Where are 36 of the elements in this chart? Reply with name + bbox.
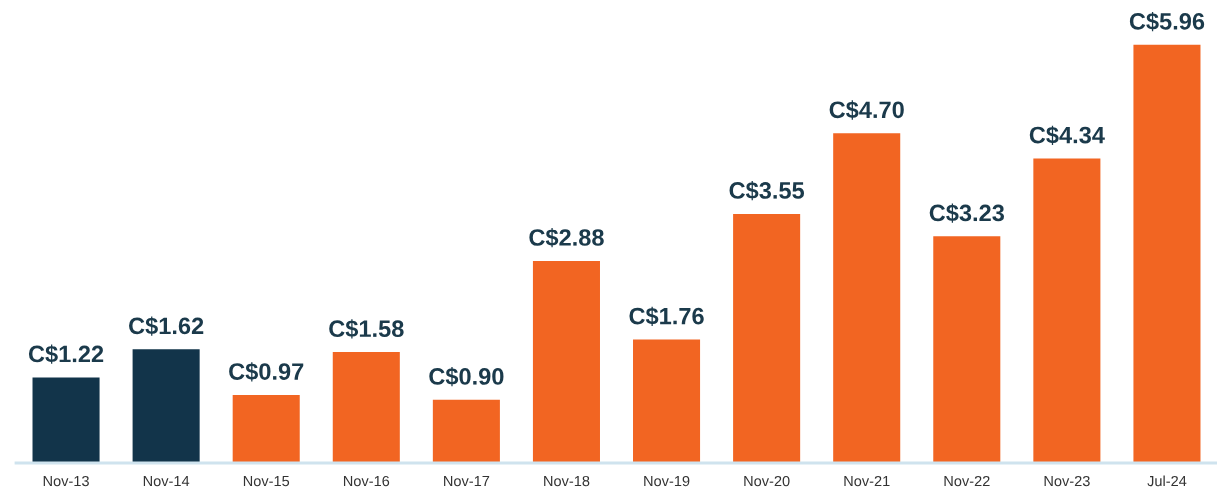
data-label: C$2.88 xyxy=(529,228,604,248)
data-label: C$3.55 xyxy=(729,181,805,201)
x-tick-label: Nov-15 xyxy=(243,476,290,487)
data-label: C$3.23 xyxy=(929,203,1005,223)
x-tick-label: Nov-17 xyxy=(444,476,490,487)
x-tick-label: Nov-14 xyxy=(143,476,190,487)
bar xyxy=(1033,158,1101,463)
x-tick-label: Nov-22 xyxy=(944,475,990,487)
bar xyxy=(132,349,200,463)
bar xyxy=(232,394,300,463)
data-label: C$5.96 xyxy=(1129,11,1205,32)
x-tick-label: Nov-19 xyxy=(644,475,690,487)
x-tick-label: Nov-23 xyxy=(1044,475,1090,487)
bar xyxy=(733,213,801,463)
x-tick-label: Nov-21 xyxy=(844,475,890,487)
data-label: C$0.90 xyxy=(429,367,504,387)
data-label: C$4.34 xyxy=(1029,125,1105,145)
data-label: C$1.62 xyxy=(129,316,204,336)
data-label: C$1.22 xyxy=(28,344,104,364)
bar xyxy=(933,236,1001,463)
data-label: C$0.97 xyxy=(229,362,304,382)
x-tick-label: Nov-20 xyxy=(744,475,790,487)
bar xyxy=(332,352,400,463)
bar xyxy=(833,133,901,463)
x-tick-label: Nov-13 xyxy=(43,475,89,487)
x-tick-label: Jul-24 xyxy=(1147,475,1187,487)
bar xyxy=(32,377,100,463)
x-tick-label: Nov-18 xyxy=(544,475,590,487)
data-label: C$1.58 xyxy=(329,319,404,339)
bar xyxy=(1133,44,1201,463)
bar xyxy=(432,399,500,463)
data-label: C$4.70 xyxy=(829,100,904,120)
data-label: C$1.76 xyxy=(629,306,704,326)
x-tick-label: Nov-16 xyxy=(343,475,390,487)
bar xyxy=(633,339,701,463)
bar xyxy=(532,260,600,463)
